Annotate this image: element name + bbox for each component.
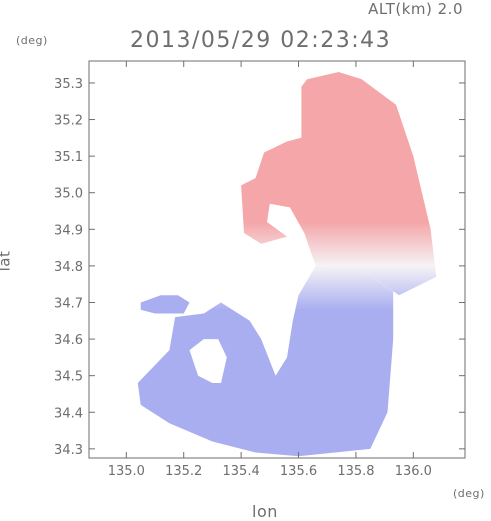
y-tick-label: 34.5: [54, 370, 83, 385]
timestamp-title: 2013/05/29 02:23:43: [130, 28, 392, 53]
y-tick-label: 34.3: [54, 443, 83, 458]
y-axis-unit: (deg): [16, 34, 48, 47]
y-tick-label: 35.1: [54, 150, 83, 165]
x-tick-label: 135.6: [280, 464, 317, 479]
x-axis-label: lon: [252, 502, 278, 521]
altitude-label: ALT(km) 2.0: [368, 0, 463, 18]
region-negative-1: [137, 265, 394, 457]
x-tick-label: 135.4: [223, 464, 260, 479]
no-data-gap-0: [189, 339, 227, 383]
x-tick-label: 135.0: [108, 464, 145, 479]
y-tick-label: 34.6: [54, 333, 83, 348]
y-tick-label: 34.9: [54, 223, 83, 238]
x-tick-label: 135.2: [165, 464, 202, 479]
tick-layer: 135.0 135.2 135.4 135.6 135.8 136.0 34.3 34.4 34…: [54, 61, 465, 479]
plot-frame: [88, 60, 466, 459]
x-tick-label: 136.0: [395, 464, 432, 479]
y-tick-label: 35.3: [54, 77, 83, 92]
y-tick-label: 34.7: [54, 296, 83, 311]
region-negative-2: [140, 295, 190, 314]
y-tick-label: 34.4: [54, 406, 83, 421]
x-axis-unit: (deg): [453, 487, 485, 500]
y-tick-label: 35.2: [54, 114, 83, 129]
region-positive-0: [241, 72, 437, 296]
y-tick-label: 35.0: [54, 187, 83, 202]
data-layer: [137, 72, 437, 457]
x-tick-label: 135.8: [337, 464, 374, 479]
y-tick-label: 34.8: [54, 260, 83, 275]
